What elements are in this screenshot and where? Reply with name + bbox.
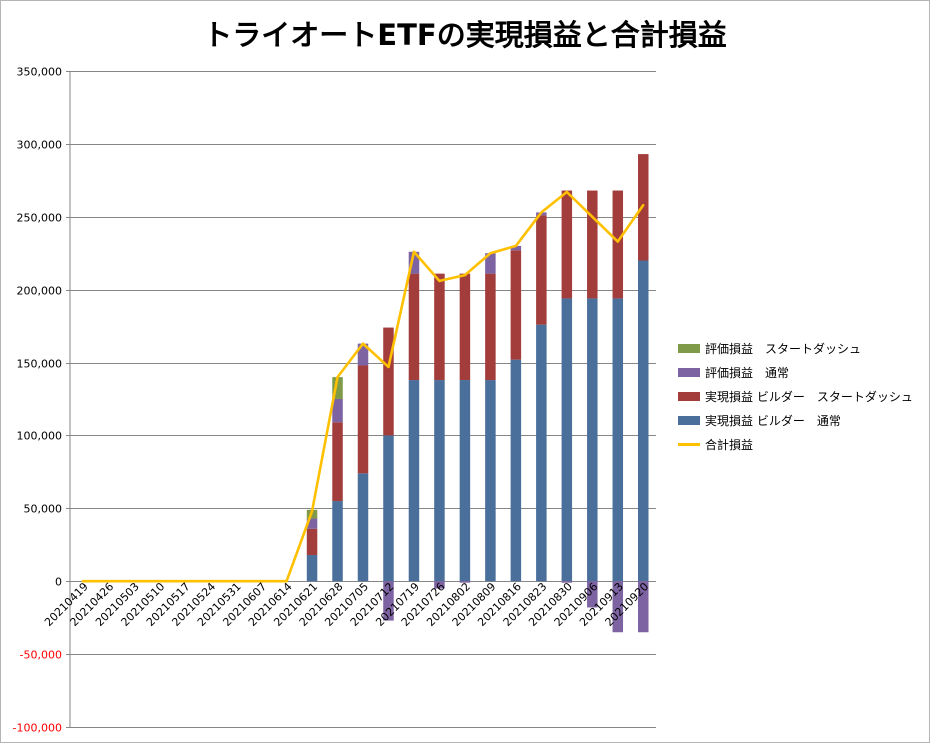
legend-swatch-line: [678, 443, 700, 446]
legend-label: 実現損益 ビルダー スタートダッシュ: [705, 390, 913, 404]
bar: [306, 528, 318, 555]
line-point: [208, 580, 212, 583]
bar: [332, 399, 343, 423]
bar: [357, 343, 369, 366]
bar: [357, 473, 369, 582]
bar: [587, 298, 598, 582]
y-tick-label: 50,000: [24, 503, 63, 516]
legend-label: 評価損益 通常: [705, 366, 790, 380]
legend-swatch: [678, 344, 700, 353]
bar: [561, 581, 573, 583]
bar: [510, 245, 522, 251]
line-point: [259, 580, 263, 583]
bar: [332, 501, 343, 582]
line-point: [285, 580, 288, 583]
bar: [612, 298, 624, 582]
line-point: [81, 580, 84, 583]
bar: [612, 581, 624, 633]
bar: [485, 273, 496, 381]
bar: [561, 190, 573, 299]
line-point: [463, 273, 467, 277]
bar: [485, 380, 496, 582]
y-tick-label: 250,000: [17, 212, 63, 225]
bar: [485, 253, 496, 274]
x-axis-ticks: 2021041920210426202105032021051020210517…: [42, 580, 651, 629]
bar: [306, 518, 318, 529]
bar: [408, 273, 420, 381]
bar: [383, 327, 394, 436]
line-point: [361, 342, 365, 345]
bar: [408, 380, 420, 582]
line-point: [183, 580, 186, 583]
line-point: [616, 240, 619, 243]
bars: [306, 154, 649, 633]
bar: [383, 435, 394, 582]
bar: [638, 581, 649, 633]
line-point: [132, 580, 135, 583]
y-tick-label: -50,000: [20, 649, 62, 662]
bar: [459, 581, 471, 583]
bar: [587, 581, 598, 608]
bar: [612, 190, 624, 299]
line-point: [489, 252, 492, 255]
line-point: [540, 211, 543, 214]
legend-label: 合計損益: [705, 438, 754, 452]
bar: [383, 581, 394, 621]
line-point: [438, 279, 441, 283]
bar: [306, 554, 318, 582]
y-tick-label: 200,000: [17, 285, 63, 298]
bar: [510, 359, 522, 582]
line-point: [310, 510, 314, 513]
legend-swatch: [678, 368, 700, 377]
bar: [434, 273, 445, 381]
line-point: [234, 580, 237, 583]
line-point: [387, 365, 390, 369]
y-tick-label: 0: [55, 576, 62, 589]
bar: [332, 422, 343, 502]
bar: [459, 380, 471, 582]
bar: [638, 260, 649, 582]
y-tick-label: -100,000: [13, 722, 62, 735]
y-tick-label: 350,000: [17, 66, 63, 79]
y-axis-ticks: 350,000 300,000 250,000 200,000 150,000 100,0…: [13, 66, 62, 735]
y-tick-label: 150,000: [17, 358, 63, 371]
legend-label: 実現損益 ビルダー 通常: [705, 414, 841, 428]
line-point: [336, 375, 339, 379]
line-point: [514, 244, 518, 248]
bar: [408, 251, 420, 274]
bar: [434, 581, 445, 589]
legend-swatch: [678, 416, 700, 425]
line-point: [412, 250, 416, 253]
bar: [332, 377, 343, 399]
line-point: [591, 215, 594, 218]
bar: [510, 250, 522, 360]
chart-title: トライオートETFの実現損益と合計損益: [203, 18, 727, 52]
line-point: [157, 580, 161, 583]
bar: [357, 365, 369, 474]
line-point: [642, 203, 645, 207]
bar: [536, 324, 547, 582]
bar: [561, 298, 573, 582]
y-tick-label: 100,000: [17, 430, 63, 443]
bar: [536, 215, 547, 325]
line-point: [565, 190, 569, 194]
gridlines: [66, 71, 656, 728]
y-tick-label: 300,000: [17, 139, 63, 152]
bar: [434, 380, 445, 582]
bar: [459, 273, 471, 381]
line-point: [107, 580, 110, 583]
legend-swatch: [678, 392, 700, 401]
legend-label: 評価損益 スタートダッシュ: [705, 342, 862, 356]
bar: [587, 190, 598, 299]
total-line: [81, 190, 645, 583]
